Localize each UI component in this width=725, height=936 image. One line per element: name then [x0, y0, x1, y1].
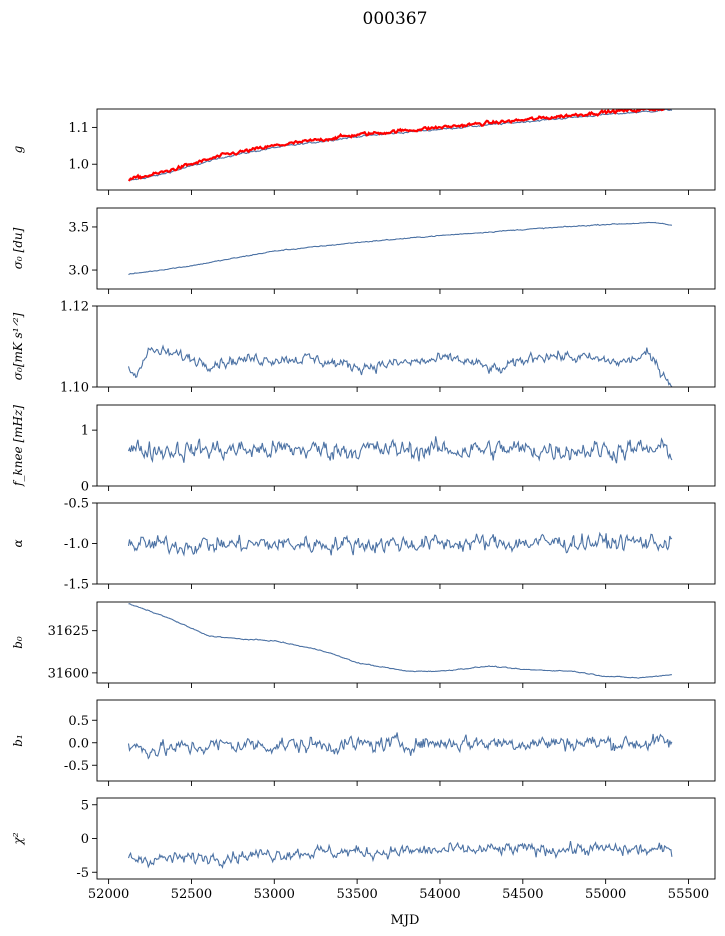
y-axis-label-fknee: f_knee [mHz]	[11, 405, 25, 487]
panel-frame-chi2	[96, 797, 716, 880]
y-axis-label-b0: b₀	[11, 636, 25, 649]
y-axis-label-alpha: α	[11, 539, 25, 547]
panel-b1: -0.5 0.0 0.5 b₁	[11, 699, 716, 786]
y-tick-label: 0	[81, 480, 89, 495]
y-tick-label: -5	[76, 866, 89, 881]
y-tick-label: 31625	[48, 624, 89, 639]
series-line-b1-0	[127, 732, 673, 760]
panel-sigma0-du: 3.0 3.5 σ₀ [du]	[11, 207, 716, 294]
y-tick-label: 0.5	[68, 714, 89, 729]
series-line-chi2-0	[127, 841, 673, 869]
y-tick-label: 3.0	[68, 264, 89, 279]
y-axis-label-chi2: χ²	[11, 832, 25, 845]
y-tick-label: -1.0	[64, 537, 89, 552]
x-tick-label: 52500	[171, 887, 212, 902]
series-line-sigma0-du-0	[128, 221, 673, 276]
x-tick-label: 54000	[419, 887, 460, 902]
series-line-b0-0	[128, 603, 672, 679]
panel-sigma0-mk: 1.10 1.12 σ₀[mK s¹ᐟ²]	[11, 300, 716, 396]
y-axis-label-g: g	[11, 145, 25, 153]
x-tick-label: 52000	[88, 887, 129, 902]
chart-title: 000367	[363, 9, 428, 29]
y-tick-label: 1.12	[60, 300, 89, 315]
y-tick-label: -1.5	[64, 578, 89, 593]
y-tick-label: 5	[81, 798, 89, 813]
x-tick-label: 53000	[254, 887, 295, 902]
panel-chi2: -5 0 5 52000 52500 53000 53500 54000 54500 55000 5…	[11, 797, 716, 902]
panel-fknee: 0 1 f_knee [mHz]	[11, 404, 716, 495]
y-tick-label: 1.10	[60, 381, 89, 396]
y-axis-label-b1: b₁	[11, 734, 25, 747]
series-line-g-0	[128, 109, 673, 181]
y-tick-label: 31600	[48, 666, 89, 681]
x-tick-label: 55000	[585, 887, 626, 902]
x-tick-label: 53500	[336, 887, 377, 902]
y-tick-label: -0.5	[64, 759, 89, 774]
series-line-fknee-0	[127, 436, 673, 464]
panel-g: 1.0 1.1 g	[11, 108, 716, 195]
panel-b0: 31600 31625 b₀	[11, 601, 716, 688]
y-axis-label-sigma0-du: σ₀ [du]	[11, 227, 25, 269]
y-tick-label: 0	[81, 832, 89, 847]
y-tick-label: 1.0	[68, 158, 89, 173]
panel-frame-fknee	[96, 404, 716, 487]
series-line-sigma0-mk-0	[127, 344, 673, 387]
series-line-alpha-0	[127, 531, 673, 557]
y-tick-label: -0.5	[64, 497, 89, 512]
panel-alpha: -1.5 -1.0 -0.5 α	[11, 497, 716, 593]
panels-group: 1.0 1.1 g 3.0 3.5 σ₀ [du] 1.10 1.12 σ₀[mK s¹ᐟ²] 0…	[11, 108, 716, 902]
panel-frame-sigma0-du	[96, 207, 716, 290]
panel-frame-b1	[96, 699, 716, 782]
y-tick-label: 0.0	[68, 736, 89, 751]
x-tick-label: 54500	[502, 887, 543, 902]
y-tick-label: 3.5	[68, 220, 89, 235]
panel-frame-g	[96, 108, 716, 191]
panel-frame-b0	[96, 601, 716, 684]
y-tick-label: 1.1	[68, 121, 89, 136]
series-line-g-1	[128, 109, 672, 182]
x-tick-label: 55500	[668, 887, 709, 902]
x-axis-label: MJD	[391, 913, 420, 928]
y-tick-label: 1	[81, 424, 89, 439]
y-axis-label-sigma0-mk: σ₀[mK s¹ᐟ²]	[11, 312, 25, 380]
panel-frame-sigma0-mk	[96, 305, 716, 388]
